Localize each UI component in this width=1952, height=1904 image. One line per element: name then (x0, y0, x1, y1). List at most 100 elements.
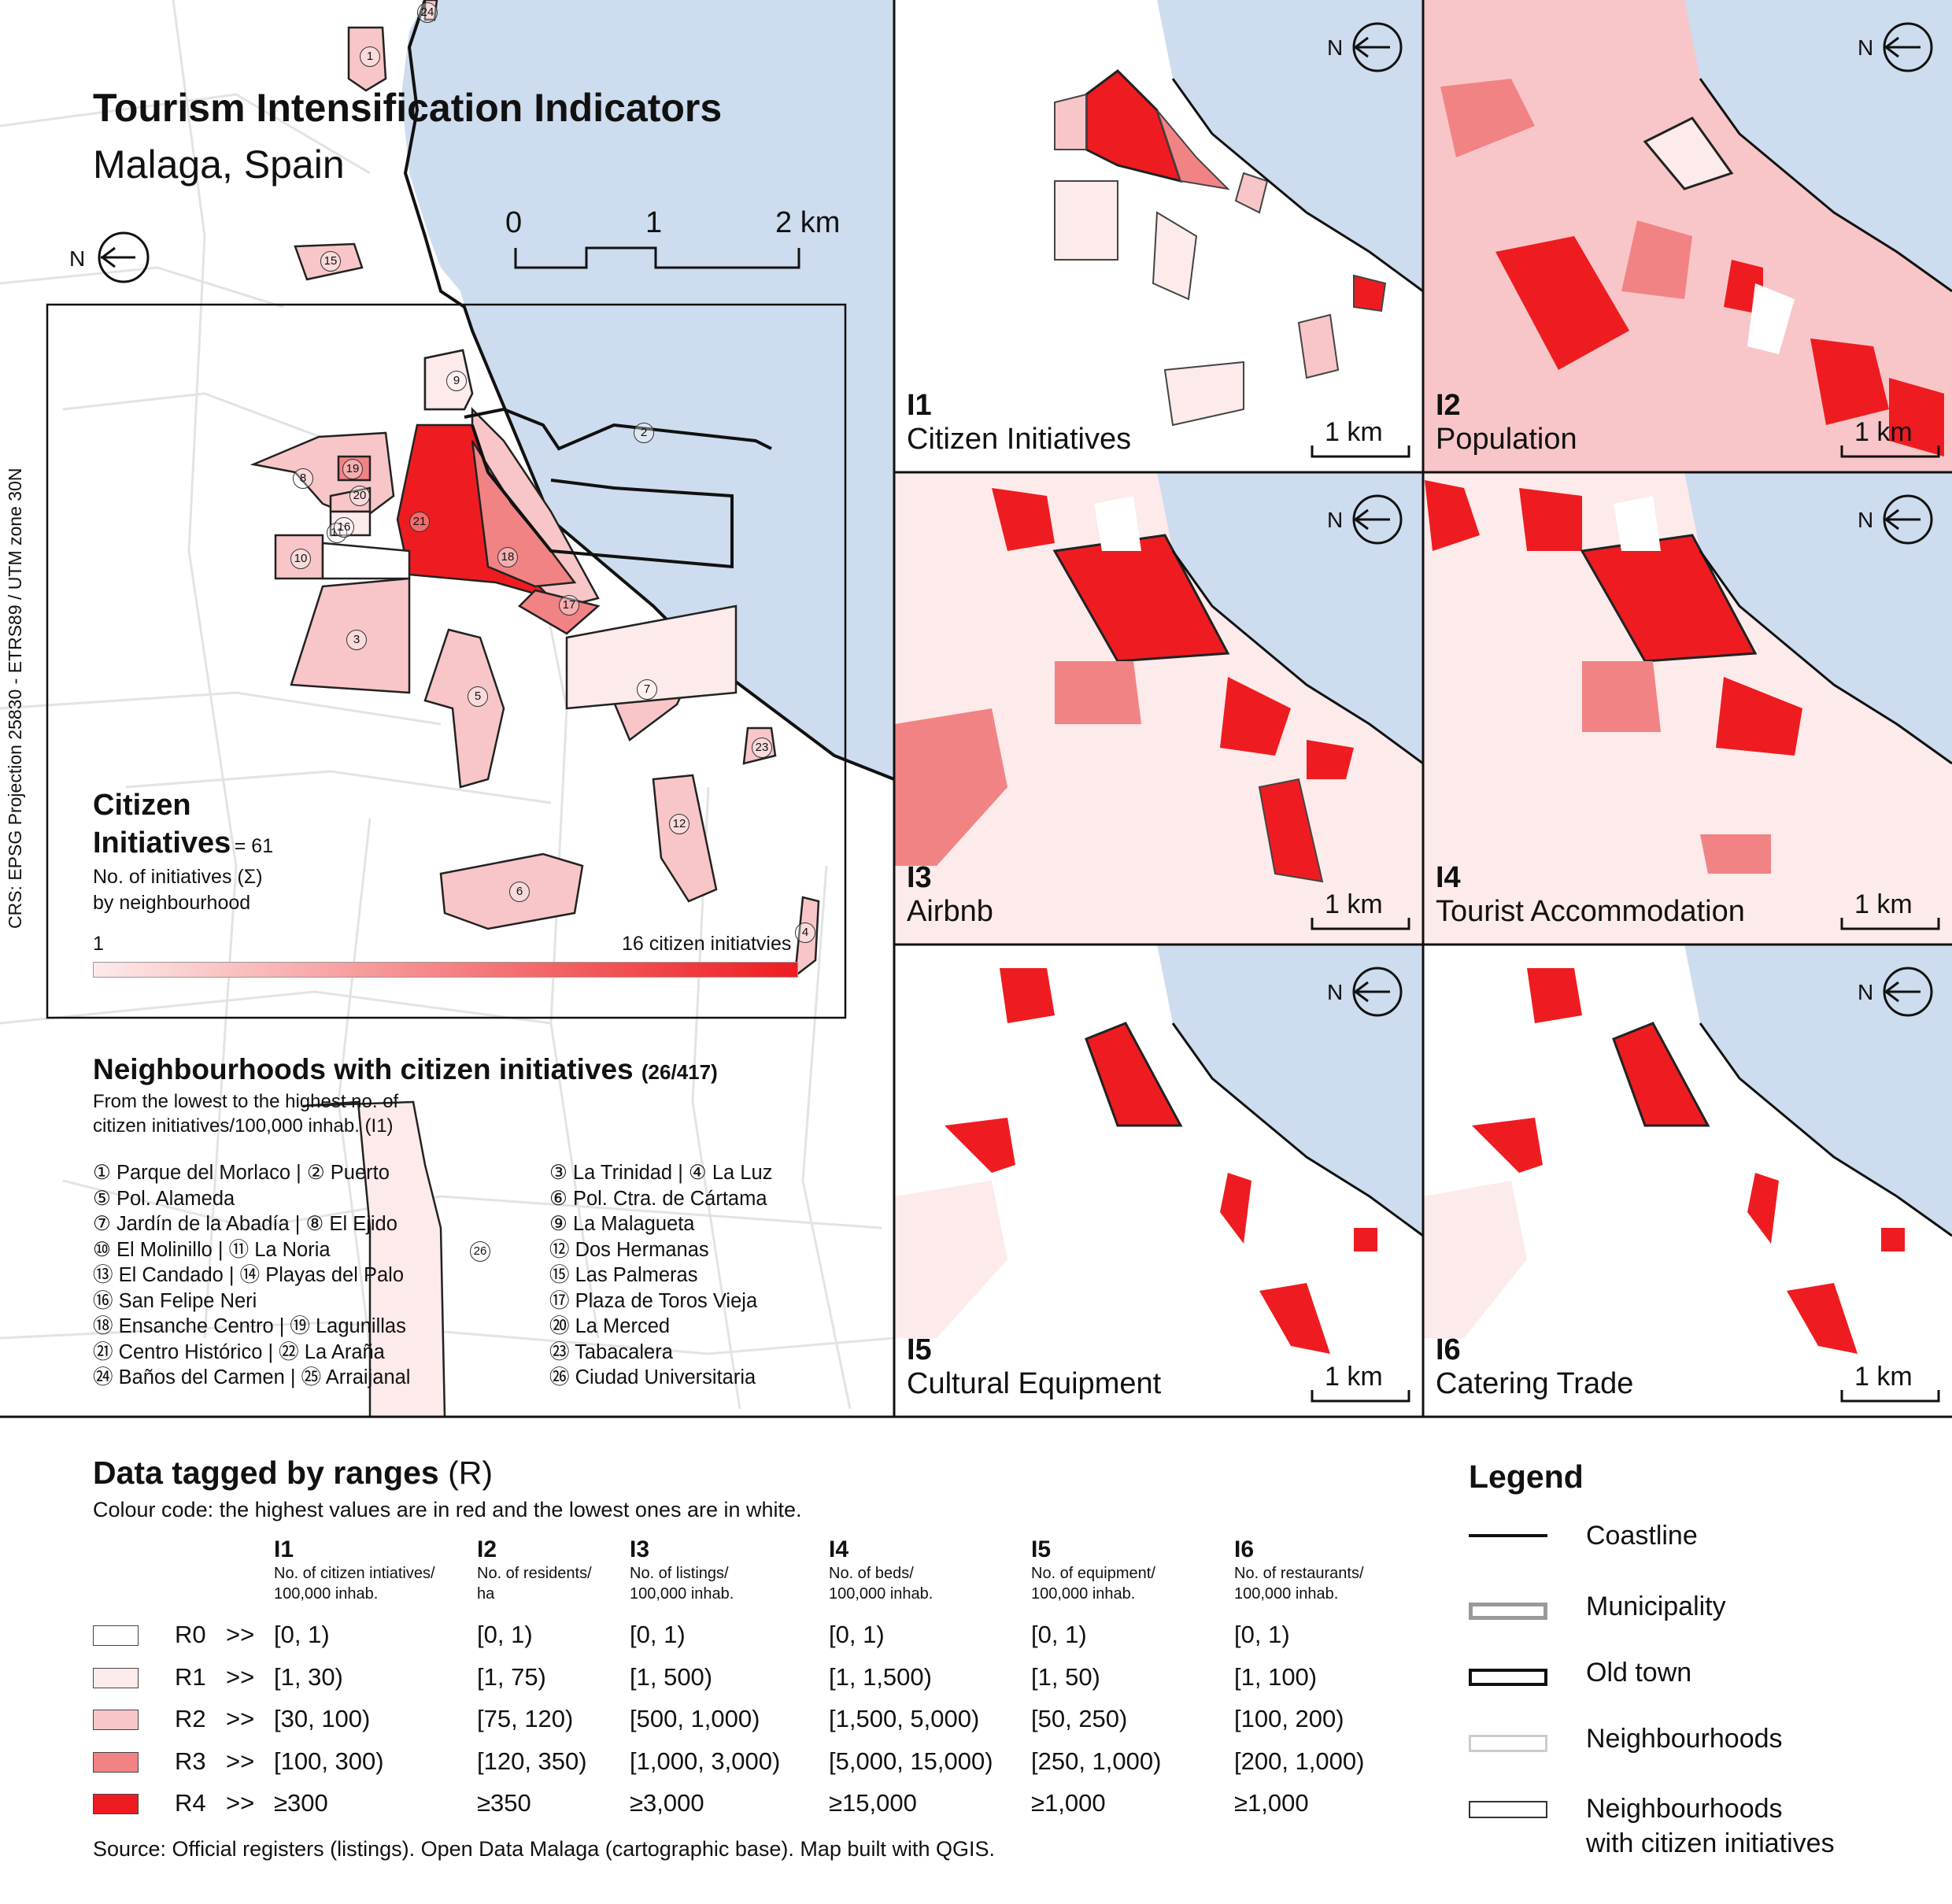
neighbourhood-list-right: ③ La Trinidad | ④ La Luz ⑥ Pol. Ctra. de… (549, 1160, 772, 1391)
main-sea (401, 0, 894, 779)
panel-I2-label: I2 Population (1436, 389, 1577, 457)
coastline (403, 0, 895, 781)
neighbourhoods-sub2: citizen initiatives/100,000 inhab. (I1) (93, 1115, 394, 1137)
neighbourhood-marker: 8 (293, 468, 313, 489)
range-value: [1, 100) (1234, 1662, 1318, 1691)
range-value: [1,500, 5,000) (829, 1705, 980, 1732)
list-item: ⑳ La Merced (549, 1315, 671, 1337)
citizen-desc2: by neighbourhood (93, 892, 251, 914)
column-desc: No. of residents/ (477, 1565, 592, 1582)
column-desc: ha (477, 1585, 495, 1603)
range-label: R0 (175, 1621, 206, 1648)
neighbourhoods-count: (26/417) (641, 1060, 718, 1084)
range-column-header: I6 No. of restaurants/100,000 inhab. (1234, 1536, 1364, 1604)
neighbourhoods-title-row: Neighbourhoods with citizen initiatives … (93, 1053, 718, 1086)
column-desc: No. of citizen intiatives/ (274, 1565, 435, 1582)
neighbourhood-marker: 26 (470, 1241, 490, 1262)
range-value: ≥350 (477, 1789, 531, 1817)
range-value: [1, 75) (477, 1662, 546, 1691)
panel-I6-label: I6 Catering Trade (1436, 1333, 1633, 1401)
neighbourhoods-sub1: From the lowest to the highest no. of (93, 1091, 399, 1112)
range-arrow: >> (226, 1621, 255, 1648)
range-arrow: >> (226, 1789, 255, 1817)
neighbourhood-marker: 2 (634, 423, 654, 443)
citizen-max: 16 citizen initiatvies (622, 933, 792, 955)
neighbourhood-marker: 19 (342, 459, 363, 479)
range-label: R2 (175, 1705, 206, 1732)
range-swatch (93, 1794, 139, 1814)
neighbourhoods-title: Neighbourhoods with citizen initiatives (93, 1053, 634, 1085)
range-swatch (93, 1710, 139, 1730)
main-north-label: N (69, 246, 86, 271)
range-label: R1 (175, 1662, 206, 1691)
range-arrow: >> (226, 1705, 255, 1732)
panel-I1-label: I1 Citizen Initiatives (907, 389, 1131, 457)
column-desc: No. of restaurants/ (1234, 1565, 1364, 1582)
coastline-symbol (1469, 1534, 1547, 1537)
panel-I5-scale: 1 km (1325, 1362, 1383, 1392)
panel-I3-scale: 1 km (1325, 889, 1383, 919)
old-town-symbol (1469, 1669, 1547, 1686)
range-value: [75, 120) (477, 1705, 574, 1732)
column-id: I3 (630, 1536, 650, 1562)
citizen-min: 1 (93, 933, 104, 955)
list-item: ⑱ Ensanche Centro | ⑲ Lagunillas (93, 1315, 406, 1337)
range-value: ≥3,000 (630, 1789, 704, 1817)
panel-north-label: N (1327, 508, 1344, 532)
panel-I1-scale: 1 km (1325, 417, 1383, 447)
crs-label: CRS: EPSG Projection 25830 - ETRS89 / UT… (5, 468, 25, 929)
range-label: R3 (175, 1747, 206, 1775)
range-value: [1, 50) (1031, 1662, 1100, 1691)
panel-I6-map (1423, 945, 1952, 1417)
legend-citizen-neighbourhoods: Neighbourhoods with citizen initiatives (1586, 1791, 1835, 1861)
citizen-title-line2: Initiatives (93, 826, 231, 860)
range-value: [0, 1) (1234, 1621, 1290, 1648)
panel-id: I2 (1436, 389, 1461, 422)
range-value: ≥1,000 (1234, 1789, 1309, 1817)
list-item: ⑤ Pol. Alameda (93, 1187, 235, 1210)
panel-id: I4 (1436, 861, 1461, 894)
list-item: ⑯ San Felipe Neri (93, 1289, 257, 1312)
list-item: ㉓ Tabacalera (549, 1340, 673, 1363)
range-value: [5,000, 15,000) (829, 1747, 993, 1775)
range-value: [1, 1,500) (829, 1662, 932, 1691)
column-desc: No. of beds/ (829, 1565, 914, 1582)
list-item: ⑩ El Molinillo | ⑪ La Noria (93, 1238, 331, 1261)
column-id: I2 (477, 1536, 497, 1562)
panel-name: Citizen Initiatives (907, 423, 1132, 456)
neighbourhood-marker: 23 (752, 738, 772, 758)
neighbourhood-symbol (1469, 1735, 1547, 1752)
ranges-title: Data tagged by ranges (93, 1455, 439, 1491)
range-value: [500, 1,000) (630, 1705, 760, 1732)
municipality-symbol (1469, 1603, 1547, 1620)
column-id: I6 (1234, 1536, 1255, 1562)
citizen-title-line1: Citizen (93, 789, 191, 822)
panel-north-label: N (1858, 35, 1874, 60)
neighbourhood-marker: 10 (290, 549, 311, 569)
range-value: ≥300 (274, 1789, 328, 1817)
ranges-subtitle: Colour code: the highest values are in r… (93, 1498, 802, 1521)
panel-north-label: N (1327, 980, 1344, 1004)
range-swatch (93, 1625, 139, 1646)
neighbourhood-marker: 16 (334, 517, 354, 538)
range-swatch (93, 1667, 139, 1688)
panel-I6-scale: 1 km (1854, 1362, 1913, 1392)
neighbourhood-marker: 15 (320, 251, 341, 272)
neighbourhood-marker: 20 (349, 486, 370, 506)
range-value: [120, 350) (477, 1747, 587, 1775)
panel-I3-map (894, 472, 1424, 945)
range-value: [0, 1) (1031, 1621, 1087, 1648)
range-value: [50, 250) (1031, 1705, 1128, 1732)
neighbourhood-marker: 3 (346, 630, 367, 650)
list-item: ① Parque del Morlaco | ② Puerto (93, 1162, 390, 1184)
citizen-total: = 61 (234, 835, 274, 857)
neighbourhood-marker: 5 (468, 686, 488, 707)
range-value: [1, 500) (630, 1662, 713, 1691)
scale-label-1: 1 (645, 206, 663, 239)
range-value: [0, 1) (630, 1621, 686, 1648)
panel-north-label: N (1858, 508, 1874, 532)
panel-id: I5 (907, 1333, 932, 1366)
list-item: ⑬ El Candado | ⑭ Playas del Palo (93, 1264, 405, 1286)
range-arrow: >> (226, 1662, 255, 1691)
main-north-arrow (98, 231, 150, 283)
